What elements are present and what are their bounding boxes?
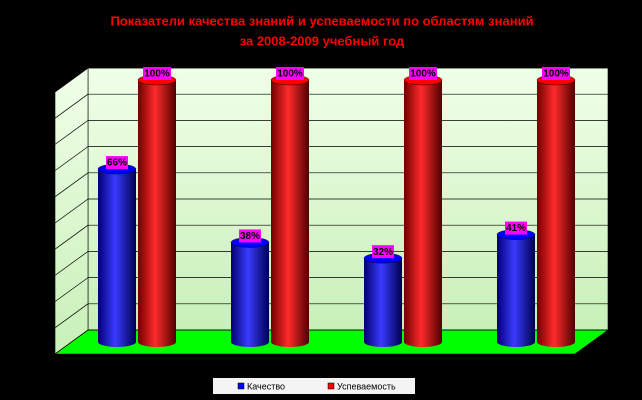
value-label-box xyxy=(143,67,171,80)
value-label-box xyxy=(106,156,128,170)
grid-line xyxy=(54,146,89,171)
value-label: 41% xyxy=(506,223,526,234)
bar xyxy=(537,80,575,342)
bar xyxy=(404,80,442,342)
chart-title: Показатели качества знаний и успеваемост… xyxy=(110,13,533,28)
grid-line xyxy=(54,172,89,198)
value-label: 100% xyxy=(144,69,170,80)
grid-line xyxy=(54,93,89,119)
grid-line xyxy=(54,198,89,224)
bar xyxy=(138,80,176,342)
value-label: 66% xyxy=(107,158,127,169)
value-label-box xyxy=(372,245,394,259)
value-label-box xyxy=(239,229,261,243)
grid-line xyxy=(54,303,89,329)
value-label: 38% xyxy=(240,231,260,242)
legend-label: Успеваемость xyxy=(337,381,396,391)
bar xyxy=(364,258,402,342)
grid-line xyxy=(54,224,89,250)
value-label: 32% xyxy=(373,247,393,258)
grid-line xyxy=(54,251,89,276)
legend-label: Качество xyxy=(247,381,285,391)
legend-swatch xyxy=(237,382,245,390)
value-label: 100% xyxy=(543,69,569,80)
bar xyxy=(271,80,309,342)
value-label-box xyxy=(542,67,570,80)
value-label: 100% xyxy=(277,69,303,80)
grid-line xyxy=(54,120,89,145)
legend-swatch xyxy=(327,382,335,390)
grid-line xyxy=(54,67,89,93)
bar xyxy=(98,169,136,342)
value-label: 100% xyxy=(410,69,436,80)
bar xyxy=(497,234,535,342)
legend-box xyxy=(213,378,415,394)
value-label-box xyxy=(409,67,437,80)
chart-title: за 2008-2009 учебный год xyxy=(240,33,405,48)
value-label-box xyxy=(505,221,527,235)
grid-line xyxy=(54,277,89,302)
bar xyxy=(231,242,269,342)
grid-line xyxy=(54,329,89,355)
value-label-box xyxy=(276,67,304,80)
